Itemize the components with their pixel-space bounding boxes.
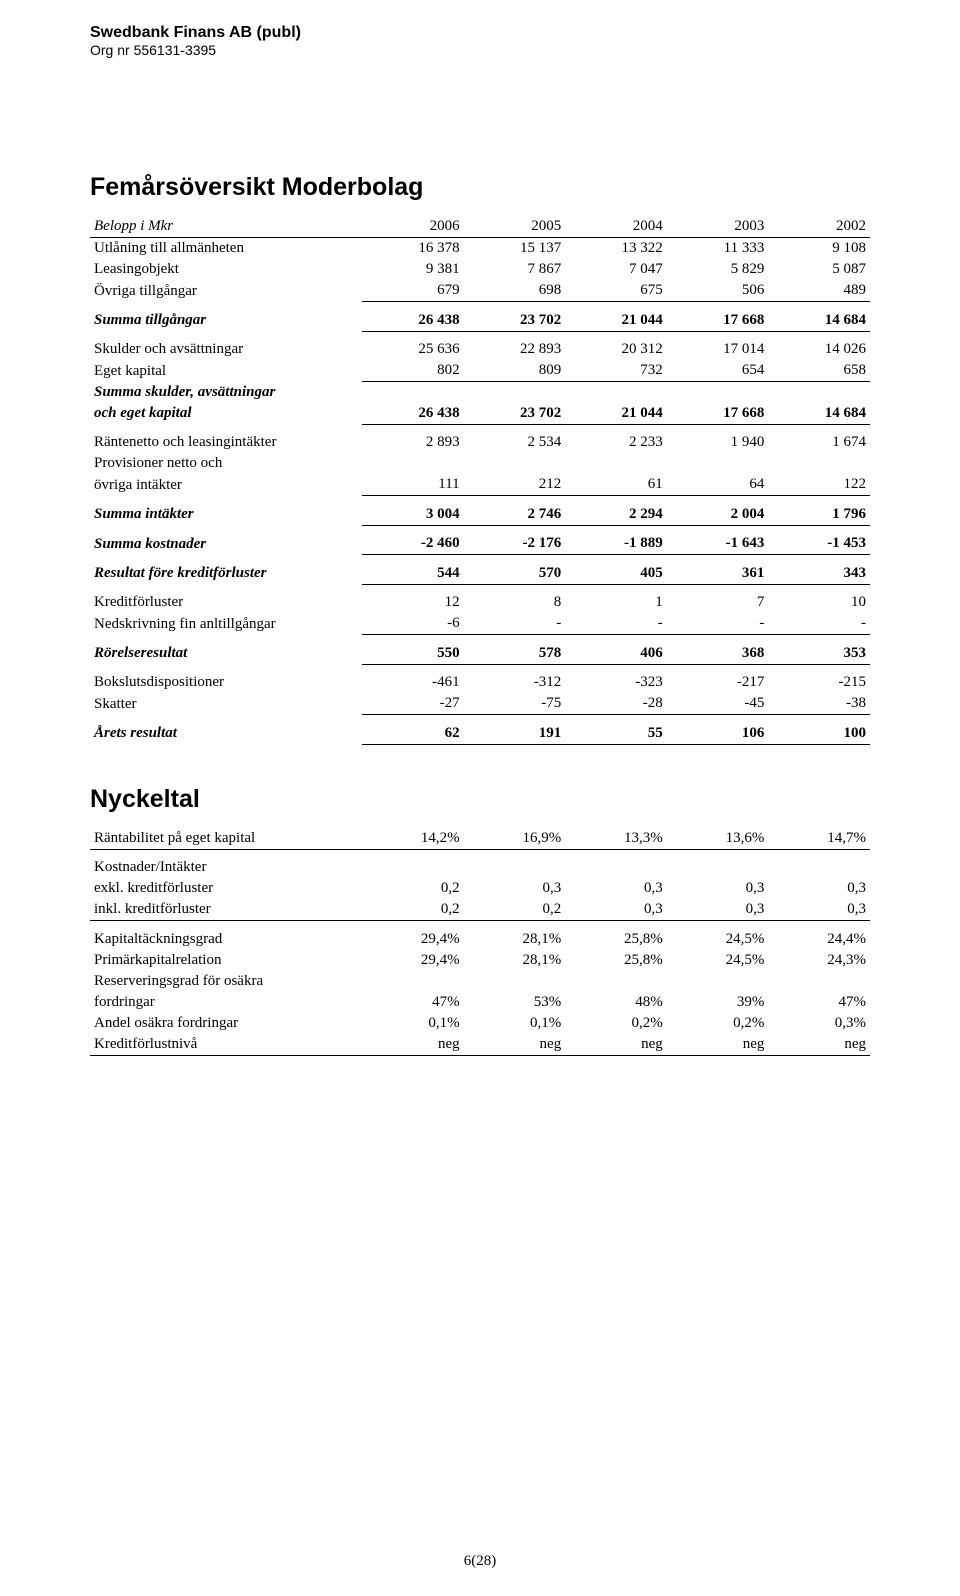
row-andel-osakra: Andel osäkra fordringar 0,1% 0,1% 0,2% 0…: [90, 1013, 870, 1034]
page-number: 6(28): [0, 1553, 960, 1570]
row-rantabilitet: Räntabilitet på eget kapital 14,2% 16,9%…: [90, 828, 870, 850]
row-primarkapitalrelation: Primärkapitalrelation 29,4% 28,1% 25,8% …: [90, 950, 870, 971]
section-title-nyckeltal: Nyckeltal: [90, 785, 870, 814]
col-label: Belopp i Mkr: [90, 216, 362, 238]
col-2004: 2004: [565, 216, 667, 238]
row-resultat-fore-kredit: Resultat före kreditförluster 544 570 40…: [90, 563, 870, 585]
row-utlaning: Utlåning till allmänheten 16 378 15 137 …: [90, 238, 870, 260]
row-kostnader-intakter-header: Kostnader/Intäkter: [90, 857, 870, 878]
row-arets-resultat: Årets resultat 62 191 55 106 100: [90, 723, 870, 745]
financial-table: Belopp i Mkr 2006 2005 2004 2003 2002 Ut…: [90, 216, 870, 745]
col-2006: 2006: [362, 216, 464, 238]
row-provisioner-line1: Provisioner netto och: [90, 453, 870, 474]
row-summa-kostnader: Summa kostnader -2 460 -2 176 -1 889 -1 …: [90, 533, 870, 555]
row-eget-kapital: Eget kapital 802 809 732 654 658: [90, 360, 870, 382]
row-nedskrivning: Nedskrivning fin anltillgångar -6 - - - …: [90, 613, 870, 635]
row-bokslutsdispositioner: Bokslutsdispositioner -461 -312 -323 -21…: [90, 672, 870, 693]
row-summa-skulder-line2: och eget kapital 26 438 23 702 21 044 17…: [90, 403, 870, 425]
col-2003: 2003: [667, 216, 769, 238]
table-header-row: Belopp i Mkr 2006 2005 2004 2003 2002: [90, 216, 870, 238]
row-provisioner-line2: övriga intäkter 111 212 61 64 122: [90, 474, 870, 496]
row-ovriga-tillgangar: Övriga tillgångar 679 698 675 506 489: [90, 280, 870, 302]
row-kreditforluster: Kreditförluster 12 8 1 7 10: [90, 592, 870, 613]
col-2002: 2002: [768, 216, 870, 238]
keyfigures-table: Räntabilitet på eget kapital 14,2% 16,9%…: [90, 828, 870, 1056]
row-summa-intakter: Summa intäkter 3 004 2 746 2 294 2 004 1…: [90, 504, 870, 526]
row-reserveringsgrad-line2: fordringar 47% 53% 48% 39% 47%: [90, 992, 870, 1013]
row-kapitaltackningsgrad: Kapitaltäckningsgrad 29,4% 28,1% 25,8% 2…: [90, 929, 870, 950]
row-exkl-kredit: exkl. kreditförluster 0,2 0,3 0,3 0,3 0,…: [90, 878, 870, 899]
page: Swedbank Finans AB (publ) Org nr 556131-…: [0, 0, 960, 1596]
row-rorelseresultat: Rörelseresultat 550 578 406 368 353: [90, 643, 870, 665]
section-title-femars: Femårsöversikt Moderbolag: [90, 173, 870, 202]
row-kreditforlustniva: Kreditförlustnivå neg neg neg neg neg: [90, 1034, 870, 1056]
row-skatter: Skatter -27 -75 -28 -45 -38: [90, 693, 870, 715]
row-rantenetto: Räntenetto och leasingintäkter 2 893 2 5…: [90, 432, 870, 453]
row-summa-tillgangar: Summa tillgångar 26 438 23 702 21 044 17…: [90, 310, 870, 332]
row-inkl-kredit: inkl. kreditförluster 0,2 0,2 0,3 0,3 0,…: [90, 899, 870, 921]
org-number: Org nr 556131-3395: [90, 42, 870, 58]
company-name: Swedbank Finans AB (publ): [90, 24, 870, 42]
col-2005: 2005: [464, 216, 566, 238]
row-skulder: Skulder och avsättningar 25 636 22 893 2…: [90, 339, 870, 360]
row-leasing: Leasingobjekt 9 381 7 867 7 047 5 829 5 …: [90, 259, 870, 280]
row-summa-skulder-line1: Summa skulder, avsättningar: [90, 382, 870, 403]
row-reserveringsgrad-line1: Reserveringsgrad för osäkra: [90, 971, 870, 992]
